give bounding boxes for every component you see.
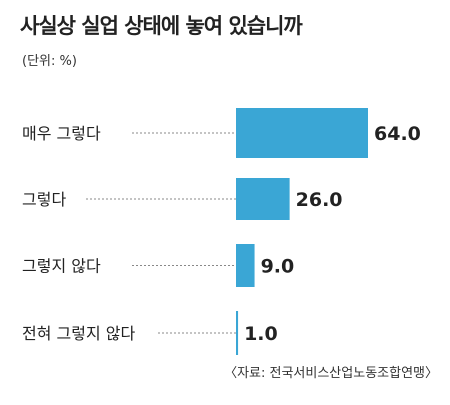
- category-label: 전혀 그렇지 않다: [22, 324, 135, 343]
- category-label: 매우 그렇다: [22, 124, 101, 143]
- value-label: 1.0: [244, 323, 278, 345]
- bar: [236, 108, 368, 158]
- value-label: 9.0: [261, 256, 295, 278]
- bar: [236, 178, 290, 220]
- chart-title: 사실상 실업 상태에 놓여 있습니까: [20, 14, 303, 38]
- bar-chart: 매우 그렇다 64.0 그렇다 26.0 그렇지 않다 9.0 전혀 그렇지 않다 1.0: [22, 108, 421, 355]
- value-label: 26.0: [296, 189, 343, 211]
- bar: [236, 311, 239, 355]
- category-label: 그렇지 않다: [22, 257, 101, 276]
- category-label: 그렇다: [22, 190, 66, 209]
- bar: [236, 244, 255, 287]
- value-label: 64.0: [374, 123, 421, 145]
- unit-label: (단위: %): [22, 54, 77, 69]
- source-note: 〈자료: 전국서비스산업노동조합연맹〉: [224, 366, 438, 381]
